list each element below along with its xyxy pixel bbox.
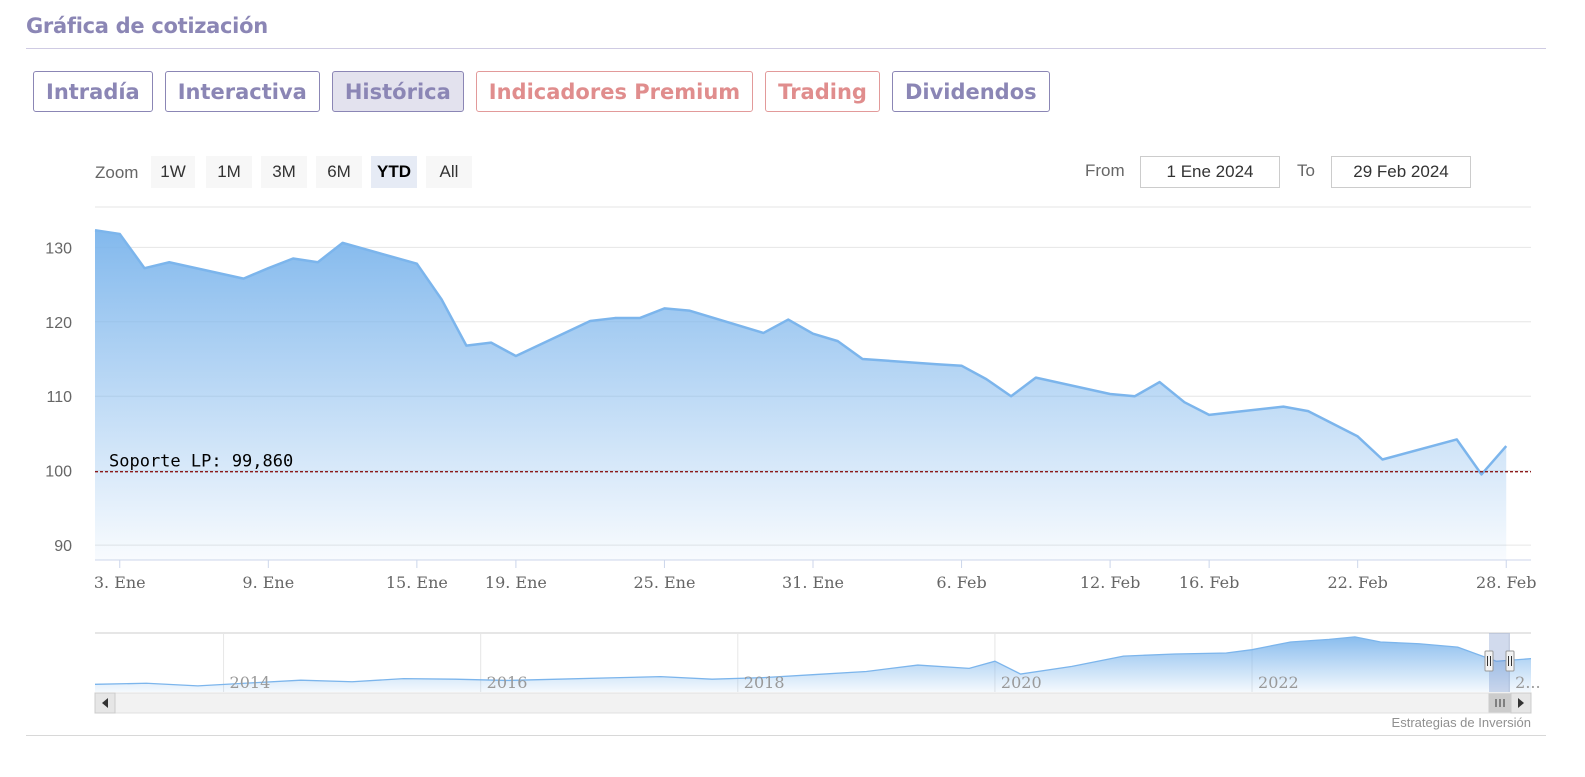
navigator-selection-mask [1489,633,1510,692]
navigator-area [95,636,1531,692]
zoom-label: Zoom [95,163,139,182]
scrollbar-track [94,692,1532,714]
navigator-line [94,636,1532,687]
x-tick-label: 31. Ene [782,573,844,592]
navigator-right-handle[interactable] [1505,650,1515,672]
handle-body [1505,650,1515,672]
tab-intradia[interactable]: Intradía [33,71,153,112]
y-tick-label: 130 [45,240,72,257]
zoom-button-1w[interactable]: 1W [151,156,195,188]
x-tick-label: 6. Feb [936,573,986,592]
scrollbar-right-arrow-icon [1518,698,1524,708]
section-title: Gráfica de cotización [26,14,268,38]
y-tick-label: 100 [45,464,72,481]
navigator-year-label: 2014 [230,673,271,692]
zoom-button-ytd[interactable]: YTD [371,156,417,188]
range-selector: Zoom 1W 1M 3M 6M YTD All From 1 Ene 2024… [95,156,1585,188]
zoom-button-3m[interactable]: 3M [261,156,307,188]
x-tick-label: 12. Feb [1080,573,1140,592]
tab-historica[interactable]: Histórica [331,71,464,112]
support-line-label: Soporte LP: 99,860 [109,452,293,472]
x-tick-label: 28. Feb [1476,573,1536,592]
scrollbar-right-button[interactable] [1510,692,1532,714]
x-tick-label: 22. Feb [1327,573,1387,592]
navigator-year-label: 2016 [487,673,528,692]
x-tick-label: 15. Ene [386,573,448,592]
navigator-year-label: 2... [1515,673,1540,692]
to-label: To [1297,161,1315,180]
x-tick-label: 19. Ene [485,573,547,592]
y-tick-label: 120 [45,315,72,332]
navigator-year-label: 2022 [1258,673,1299,692]
tab-interactiva[interactable]: Interactiva [164,71,320,112]
scrollbar-left-arrow-icon [102,698,108,708]
chart-credits[interactable]: Estrategias de Inversión [1391,715,1531,730]
title-divider [26,48,1546,49]
to-date-input[interactable]: 29 Feb 2024 [1331,156,1471,188]
price-area [95,230,1507,560]
zoom-button-all[interactable]: All [426,156,472,188]
handle-body [1484,650,1494,672]
price-line [94,228,1508,476]
y-tick-label: 90 [54,538,72,555]
x-tick-label: 25. Ene [633,573,695,592]
x-tick-label: 3. Ene [94,573,146,592]
x-tick-label: 9. Ene [242,573,294,592]
from-label: From [1085,161,1125,180]
navigator-left-handle[interactable] [1484,650,1494,672]
tab-indicadores-premium[interactable]: Indicadores Premium [475,71,754,112]
chart-tabs: Intradía Interactiva Histórica Indicador… [33,71,1062,112]
navigator-year-label: 2020 [1001,673,1042,692]
from-date-input[interactable]: 1 Ene 2024 [1140,156,1280,188]
y-tick-label: 110 [46,389,72,406]
navigator-year-label: 2018 [744,673,785,692]
x-tick-label: 16. Feb [1179,573,1239,592]
tab-trading[interactable]: Trading [765,71,880,112]
zoom-button-6m[interactable]: 6M [316,156,362,188]
scrollbar-left-button[interactable] [94,692,116,714]
bottom-divider [26,735,1546,736]
tab-dividendos[interactable]: Dividendos [891,71,1050,112]
zoom-button-1m[interactable]: 1M [206,156,252,188]
